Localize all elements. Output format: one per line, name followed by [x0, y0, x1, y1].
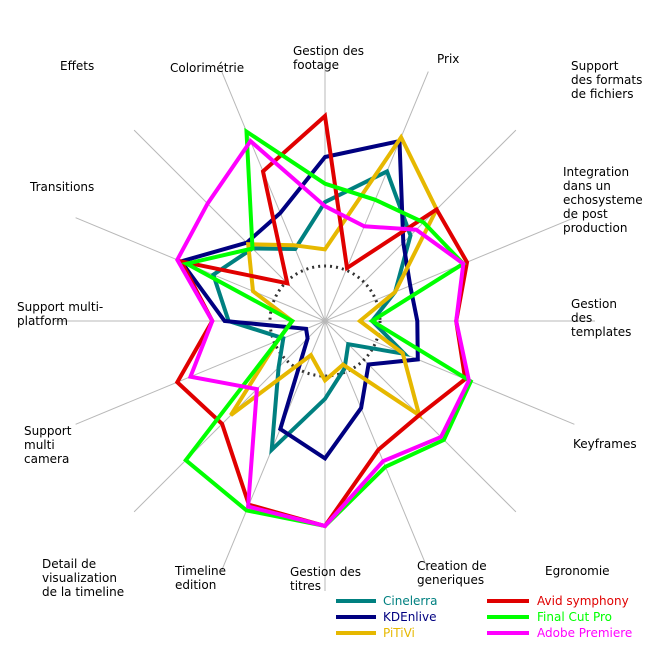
axis-label-line: de post: [563, 207, 608, 221]
axis-label: Support multi-platform: [17, 300, 103, 328]
grid-spoke: [324, 217, 575, 322]
axis-label-line: edition: [175, 578, 216, 592]
axis-label: Creation de generiques: [417, 559, 487, 587]
legend-item: KDEnlive: [336, 610, 436, 624]
axis-label-line: Gestion des: [290, 565, 361, 579]
axis-labels: Gestion des footage Prix Support des formats…: [17, 44, 643, 599]
axis-label: Egronomie: [545, 564, 610, 578]
legend-item: Avid symphony: [487, 594, 629, 608]
axis-label: Support multi camera: [24, 424, 72, 466]
grid-spoke: [324, 129, 517, 322]
axis-label-line: Egronomie: [545, 564, 610, 578]
inner-dotted-circle: [268, 264, 382, 378]
legend-label: PiTiVi: [383, 626, 415, 640]
axis-label-line: camera: [24, 452, 69, 466]
axis-label-line: templates: [571, 325, 631, 339]
axis-label: Keyframes: [573, 437, 637, 451]
axis-label-line: Transitions: [29, 180, 94, 194]
legend-item: PiTiVi: [336, 626, 415, 640]
grid-spoke: [324, 320, 575, 425]
axis-label-line: dans un: [563, 179, 611, 193]
axis-label: Transitions: [29, 180, 94, 194]
grid-spoke: [324, 71, 429, 322]
series-line: [175, 138, 472, 529]
axis-label-line: Support: [24, 424, 72, 438]
axis-label-line: Effets: [60, 59, 94, 73]
grid-spoke: [133, 320, 326, 513]
axis-label-line: Integration: [563, 165, 629, 179]
axis-label-line: platform: [17, 314, 68, 328]
legend-item: Cinelerra: [336, 594, 437, 608]
series-layer: [174, 112, 474, 529]
axis-label: Detail de visualization de la timeline: [42, 557, 124, 599]
axis-label: Support des formats de fichiers: [571, 59, 642, 101]
axis-label: Effets: [60, 59, 94, 73]
axis-label: Gestion des titres: [290, 565, 361, 593]
axis-label-line: Timeline: [174, 564, 226, 578]
legend-label: Final Cut Pro: [537, 610, 612, 624]
axis-label-line: generiques: [417, 573, 484, 587]
axis-label-line: multi: [24, 438, 55, 452]
axis-label: Gestion des footage: [293, 44, 364, 72]
legend-item: Final Cut Pro: [487, 610, 612, 624]
grid-spoke: [133, 129, 326, 322]
axis-label-line: de la timeline: [42, 585, 124, 599]
legend-label: Cinelerra: [383, 594, 437, 608]
axis-label-line: Gestion des: [293, 44, 364, 58]
axis-label-line: Detail de: [42, 557, 96, 571]
axis-label-line: de fichiers: [571, 87, 633, 101]
axis-label-line: Support: [571, 59, 619, 73]
axis-label-line: echosysteme: [563, 193, 643, 207]
axis-label-line: visualization: [42, 571, 117, 585]
legend: Cinelerra KDEnlive PiTiVi Avid symphony …: [336, 594, 632, 640]
legend-label: Adobe Premiere: [537, 626, 632, 640]
series-line: [210, 168, 413, 455]
axis-label-line: Gestion: [571, 297, 617, 311]
axis-label-line: des formats: [571, 73, 642, 87]
axis-label-line: Support multi-: [17, 300, 103, 314]
axis-label-line: footage: [293, 58, 339, 72]
axis-label: Colorimétrie: [170, 61, 244, 75]
axis-label: Gestion des templates: [571, 297, 631, 339]
legend-label: KDEnlive: [383, 610, 436, 624]
series-line: [177, 138, 420, 462]
axis-label: Integration dans un echosysteme de post prod…: [563, 165, 643, 235]
grid-spoke: [221, 71, 326, 322]
legend-label: Avid symphony: [537, 594, 629, 608]
legend-item: Adobe Premiere: [487, 626, 632, 640]
axis-label: Prix: [437, 52, 459, 66]
axis-label-line: Prix: [437, 52, 459, 66]
axis-label-line: production: [563, 221, 627, 235]
axis-label-line: Keyframes: [573, 437, 637, 451]
axis-label-line: titres: [290, 579, 321, 593]
grid-spoke: [324, 320, 429, 571]
axis-label-line: Colorimétrie: [170, 61, 244, 75]
axis-label: Timeline edition: [174, 564, 226, 592]
axis-label-line: Creation de: [417, 559, 487, 573]
axis-label-line: des: [571, 311, 592, 325]
radar-grid: [55, 51, 595, 591]
